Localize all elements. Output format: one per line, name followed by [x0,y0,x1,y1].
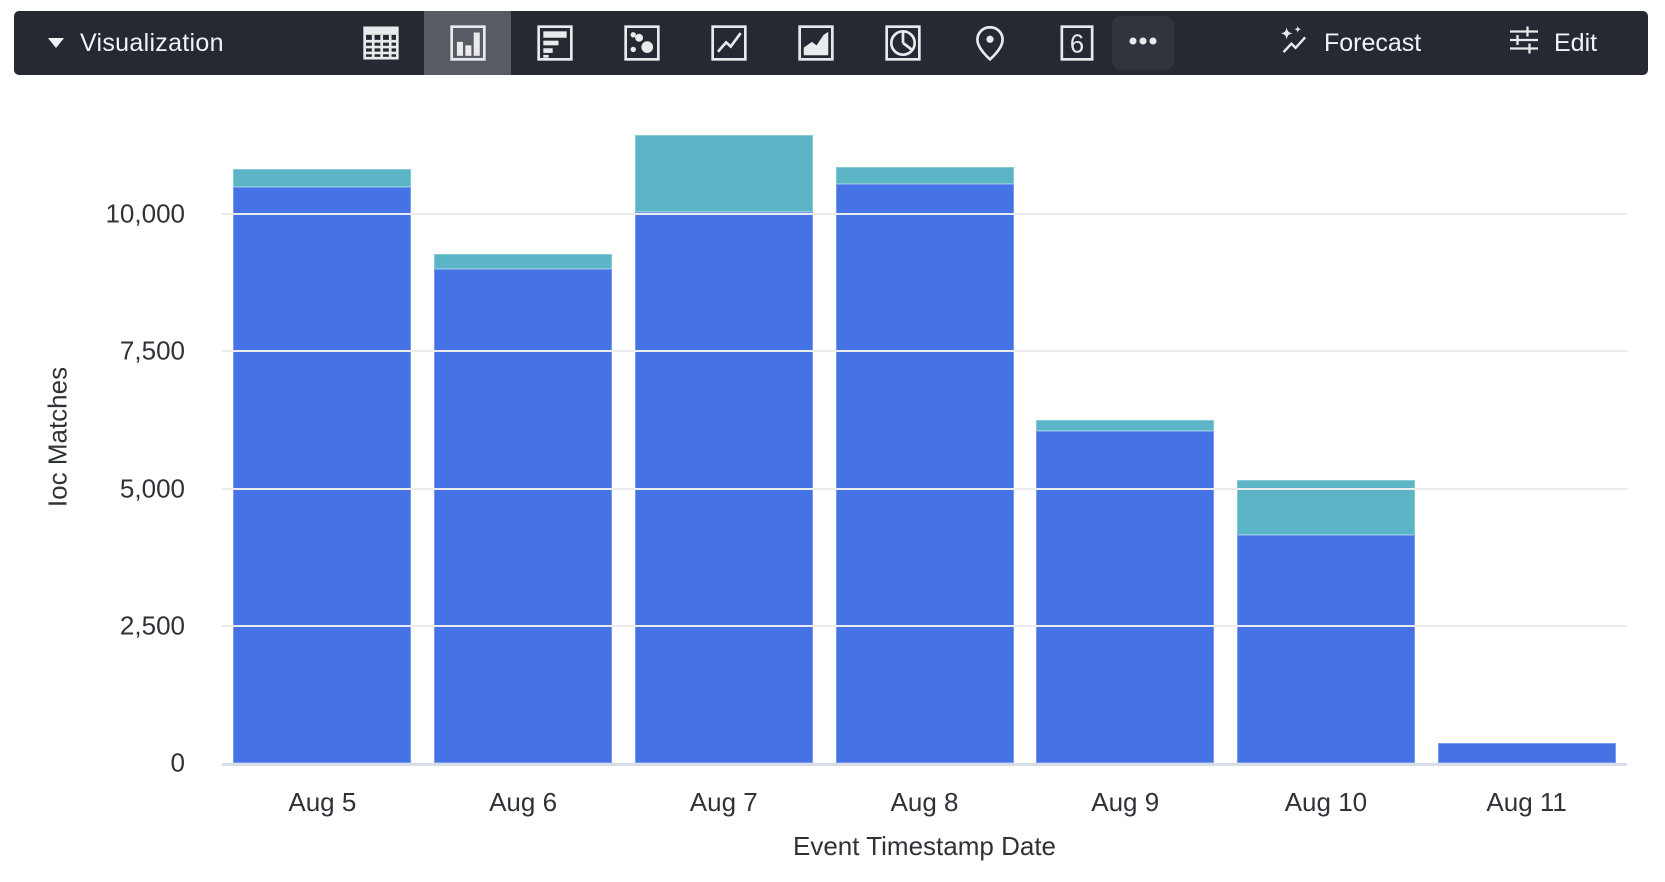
gridline [222,350,1627,353]
viz-type-line-chart-button[interactable] [685,11,772,75]
x-tick-label: Aug 6 [489,787,558,817]
viz-type-map-button[interactable] [946,11,1033,75]
edit-button-label: Edit [1554,28,1598,57]
bar-segment-primary[interactable] [634,211,813,763]
x-tick-label: Aug 8 [890,787,959,817]
bar-segment-primary[interactable] [1036,431,1215,763]
bar-segment-primary[interactable] [233,186,412,763]
forecast-button-label: Forecast [1324,28,1422,57]
x-tick-label: Aug 7 [689,787,758,817]
column-chart-icon [447,22,489,64]
bar-segment-secondary[interactable] [835,166,1014,185]
visualization-toolbar: Visualization [14,11,1648,75]
stacked-column-chart: Ioc Matches Event Timestamp Date 0 2,500 5… [0,76,1665,882]
viz-type-area-chart-button[interactable] [772,11,859,75]
dropdown-label: Visualization [80,28,224,57]
single-value-icon: 6 [1056,22,1098,64]
line-chart-icon [708,22,750,64]
y-tick-label: 7,500 [119,335,185,366]
viz-type-column-chart-button[interactable] [424,11,511,75]
area-chart-icon [795,22,837,64]
y-tick-label: 0 [170,747,185,778]
gridline [222,487,1627,490]
y-tick-label: 2,500 [119,610,185,641]
bar-segment-secondary[interactable] [233,169,412,187]
forecast-button[interactable]: Forecast [1274,11,1421,75]
bar-segment-secondary[interactable] [634,134,813,212]
plot-area [222,110,1627,763]
x-axis-title: Event Timestamp Date [793,831,1056,861]
viz-type-horizontal-bar-chart-button[interactable] [511,11,598,75]
ellipsis-icon [1123,21,1163,66]
viz-type-table-button[interactable] [337,11,424,75]
x-tick-label: Aug 5 [288,787,357,817]
y-tick-label: 5,000 [119,473,185,504]
bar-segment-primary[interactable] [1437,743,1616,763]
bar-segment-primary[interactable] [434,269,613,763]
viz-type-scatter-chart-button[interactable] [598,11,685,75]
viz-type-pie-chart-button[interactable] [859,11,946,75]
gridline [222,213,1627,216]
visualization-type-dropdown[interactable]: Visualization [48,11,224,75]
x-tick-label: Aug 10 [1284,787,1368,817]
sliders-icon [1506,22,1542,65]
edit-button[interactable]: Edit [1506,11,1597,75]
more-viz-types-button[interactable] [1112,16,1174,70]
bar-segment-primary[interactable] [835,184,1014,763]
x-tick-label: Aug 9 [1091,787,1160,817]
caret-down-icon [48,38,64,48]
horizontal-bar-chart-icon [534,22,576,64]
svg-text:6: 6 [1069,30,1083,58]
map-marker-icon [969,22,1011,64]
y-tick-label: 10,000 [105,198,185,229]
gridline [222,624,1627,627]
scatter-chart-icon [621,22,663,64]
bar-segment-secondary[interactable] [434,253,613,270]
viz-type-single-value-button[interactable]: 6 [1033,11,1120,75]
pie-chart-icon [882,22,924,64]
sparkles-icon [1274,21,1312,66]
bar-segment-secondary[interactable] [1036,420,1215,432]
table-icon [360,22,402,64]
bar-segment-primary[interactable] [1236,535,1415,763]
x-tick-label: Aug 11 [1486,787,1567,817]
x-axis-line [222,763,1627,766]
